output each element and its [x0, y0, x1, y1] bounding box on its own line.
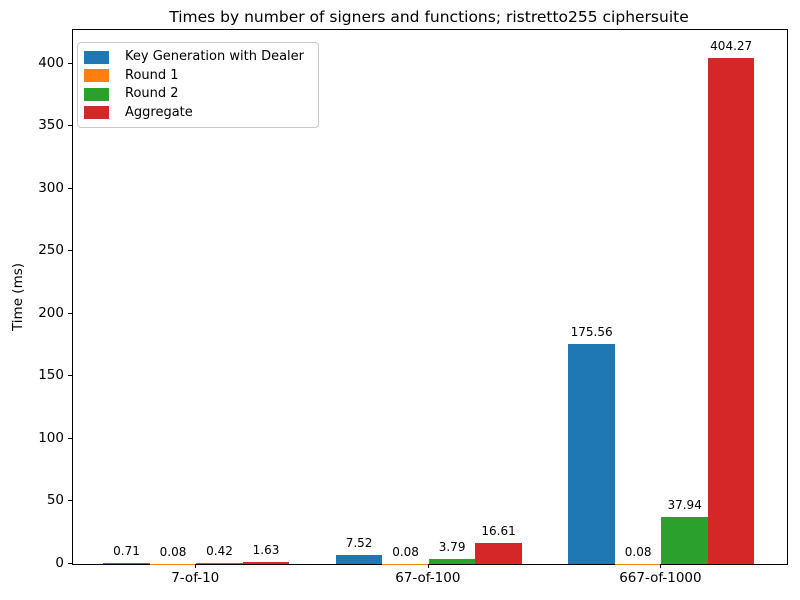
bar-value-label: 0.08	[624, 544, 652, 559]
legend-item: Aggregate	[84, 104, 312, 122]
bar	[707, 58, 755, 564]
x-tick-mark	[660, 564, 662, 568]
y-tick-label: 150	[38, 367, 64, 384]
bar-value-label: 37.94	[667, 497, 702, 512]
bar-value-label: 16.61	[481, 524, 516, 539]
bar	[428, 559, 476, 564]
legend-label: Round 2	[125, 86, 179, 102]
y-tick-label: 0	[55, 555, 64, 571]
bar	[196, 563, 243, 564]
x-tick-mark	[427, 564, 429, 568]
y-tick-label: 400	[38, 54, 64, 71]
legend-swatch-icon	[84, 69, 109, 83]
y-tick-label: 300	[38, 179, 64, 196]
y-tick-mark	[68, 250, 72, 252]
bar	[103, 563, 150, 564]
y-tick-mark	[68, 187, 72, 189]
bar-value-label: 3.79	[438, 540, 466, 555]
legend-item: Round 2	[84, 85, 312, 103]
y-tick-label: 50	[46, 492, 64, 509]
y-tick-mark	[68, 375, 72, 377]
y-tick-label: 100	[38, 429, 64, 446]
legend-label: Round 1	[125, 67, 179, 83]
y-tick-mark	[68, 563, 72, 564]
legend-swatch-icon	[84, 50, 109, 64]
bar-value-label: 175.56	[570, 325, 613, 340]
legend-label: Aggregate	[125, 104, 193, 120]
bar	[568, 344, 615, 564]
y-tick-label: 350	[38, 117, 64, 134]
bar	[661, 516, 708, 564]
y-tick-mark	[68, 312, 72, 314]
bar-value-label: 0.71	[113, 544, 140, 559]
y-tick-mark	[68, 437, 72, 439]
x-tick-mark	[195, 564, 197, 568]
legend: Key Generation with Dealer Round 1 Round 2…	[77, 42, 319, 128]
bar-value-label: 7.52	[345, 535, 373, 550]
y-tick-mark	[68, 62, 72, 64]
legend-swatch-icon	[84, 87, 109, 101]
bar	[335, 554, 383, 564]
category-label: 667-of-1000	[619, 570, 702, 586]
bar-value-label: 404.27	[710, 39, 753, 54]
chart-title: Times by number of signers and functions…	[169, 8, 689, 26]
bar-value-label: 0.42	[206, 544, 233, 559]
category-label: 67-of-100	[395, 570, 461, 586]
legend-label: Key Generation with Dealer	[125, 49, 304, 65]
bar-value-label: 1.63	[252, 542, 280, 557]
bar	[242, 561, 290, 564]
legend-item: Round 1	[84, 67, 312, 85]
y-tick-mark	[68, 500, 72, 502]
bar	[475, 543, 522, 564]
y-tick-mark	[68, 125, 72, 127]
legend-swatch-icon	[84, 106, 109, 120]
legend-item: Key Generation with Dealer	[84, 48, 312, 66]
category-label: 7-of-10	[171, 570, 220, 586]
y-tick-label: 250	[38, 242, 64, 259]
bar-value-label: 0.08	[159, 544, 187, 559]
bar-value-label: 0.08	[392, 544, 419, 559]
y-tick-label: 200	[38, 304, 64, 321]
